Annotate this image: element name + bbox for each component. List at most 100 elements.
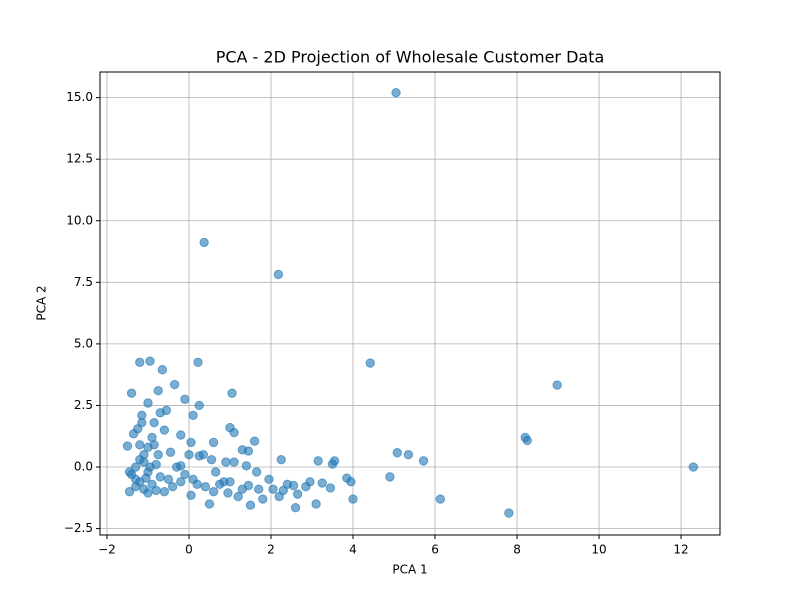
point: [149, 440, 159, 450]
x-tick-label: 12: [673, 543, 688, 557]
point: [184, 450, 194, 460]
point: [135, 357, 145, 368]
point: [317, 478, 327, 488]
point: [229, 457, 239, 467]
point: [176, 430, 186, 440]
point: [130, 474, 141, 485]
point: [327, 459, 338, 469]
point: [143, 398, 153, 408]
point: [225, 477, 235, 487]
point: [233, 491, 243, 502]
point: [159, 486, 170, 497]
point: [342, 473, 352, 483]
point: [251, 467, 262, 477]
point: [180, 394, 190, 405]
point: [194, 400, 204, 411]
point: [208, 486, 219, 497]
point: [171, 462, 182, 472]
point: [153, 450, 163, 460]
point: [403, 450, 414, 460]
point: [124, 486, 135, 497]
point: [167, 482, 178, 492]
point: [130, 462, 141, 472]
point: [151, 485, 161, 496]
point: [169, 379, 180, 390]
point: [276, 454, 286, 465]
point: [139, 457, 149, 467]
y-tick-label: −2.5: [64, 521, 93, 535]
point: [141, 473, 151, 483]
y-axis-label: PCA 2: [35, 285, 49, 320]
point: [204, 499, 215, 509]
x-axis-label: PCA 1: [392, 563, 427, 577]
x-tick-label: 4: [349, 543, 357, 557]
chart-title: PCA - 2D Projection of Wholesale Custome…: [216, 48, 605, 67]
x-tick-label: 6: [431, 543, 439, 557]
point: [552, 380, 562, 390]
point: [223, 488, 233, 498]
point: [215, 479, 225, 489]
point: [143, 488, 153, 498]
y-tick-label: 12.5: [66, 152, 93, 166]
point: [237, 445, 247, 455]
point: [176, 477, 186, 487]
point: [385, 472, 395, 482]
point: [135, 440, 145, 450]
y-tick-label: 10.0: [66, 213, 93, 227]
point: [122, 441, 133, 451]
point: [227, 388, 237, 398]
point: [273, 269, 284, 280]
point: [245, 500, 256, 510]
point: [435, 494, 446, 504]
point: [264, 474, 274, 485]
point: [199, 237, 209, 248]
point: [392, 448, 402, 458]
x-tick-label: 8: [513, 543, 521, 557]
point: [145, 462, 155, 472]
point: [194, 451, 204, 461]
point: [163, 474, 174, 485]
point: [268, 484, 278, 494]
y-tick-label: 0.0: [74, 460, 93, 474]
point: [348, 494, 358, 504]
point: [186, 437, 196, 448]
point: [186, 490, 196, 501]
point: [159, 425, 170, 435]
point: [124, 467, 135, 477]
x-tick-label: 2: [267, 543, 275, 557]
plot-frame: [99, 71, 721, 536]
point: [188, 474, 198, 485]
x-tick-label: 0: [185, 543, 193, 557]
point: [126, 388, 137, 398]
point: [391, 87, 401, 98]
point: [155, 472, 165, 482]
y-tick-label: 15.0: [66, 90, 93, 104]
y-tick-label: 5.0: [74, 336, 93, 350]
y-tick-label: 2.5: [74, 398, 93, 412]
point: [237, 484, 247, 494]
point: [311, 499, 321, 509]
y-tick-label: 7.5: [74, 275, 93, 289]
point: [225, 422, 235, 433]
point: [157, 365, 168, 375]
point: [418, 456, 429, 466]
point: [188, 410, 198, 421]
point: [153, 385, 163, 396]
point: [137, 417, 147, 428]
point: [200, 482, 211, 492]
point: [221, 457, 231, 467]
point: [210, 467, 221, 477]
point: [155, 408, 165, 418]
point: [249, 436, 260, 446]
point: [258, 494, 268, 504]
point: [325, 483, 336, 493]
point: [149, 417, 159, 428]
point: [290, 502, 301, 513]
x-tick-label: 10: [591, 543, 606, 557]
point: [522, 435, 532, 446]
point: [208, 437, 219, 448]
point: [241, 461, 252, 471]
point: [180, 469, 190, 480]
point: [278, 485, 288, 496]
